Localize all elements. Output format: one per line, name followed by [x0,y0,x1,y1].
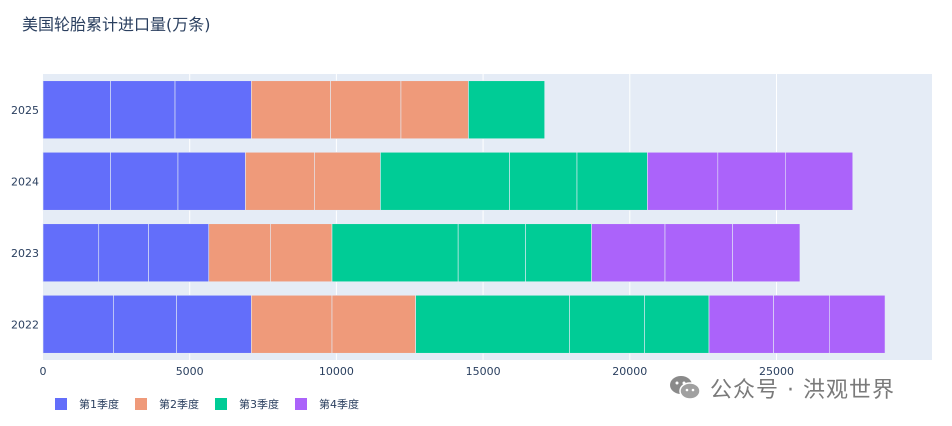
bar-2024-q4-1[interactable] [647,151,719,211]
x-tick-label-5: 25000 [759,365,794,378]
bar-2024-q3-1[interactable] [380,151,510,211]
legend-swatch-q3[interactable] [215,398,227,410]
legend-swatch-q4[interactable] [295,398,307,410]
bar-2025-q2-2[interactable] [330,80,402,140]
bar-2022-q2-1[interactable] [251,294,333,354]
legend-swatch-q2[interactable] [135,398,147,410]
bar-2023-q2-2[interactable] [270,223,333,283]
bar-2022-q2-2[interactable] [331,294,416,354]
bar-2025-q1-2[interactable] [110,80,176,140]
x-tick-label-3: 15000 [466,365,501,378]
bar-2022-q3-3[interactable] [644,294,710,354]
bar-2025-q1-3[interactable] [174,80,252,140]
bar-2023-q4-2[interactable] [664,223,733,283]
bar-2022-q1-1[interactable] [42,294,114,354]
bar-2024-q2-1[interactable] [245,151,315,211]
legend-label-q2[interactable]: 第2季度 [159,397,199,411]
bar-2023-q2-1[interactable] [208,223,271,283]
bar-2022-q4-1[interactable] [708,294,774,354]
bar-2023-q4-1[interactable] [591,223,666,283]
bar-2024-q1-1[interactable] [42,151,111,211]
bar-2024-q3-3[interactable] [576,151,648,211]
bar-2023-q1-2[interactable] [98,223,149,283]
bar-2023-q4-3[interactable] [732,223,801,283]
y-tick-label-2023: 2023 [11,247,39,260]
bar-2024-q4-3[interactable] [785,151,854,211]
legend-label-q3[interactable]: 第3季度 [239,397,279,411]
bar-2022-q1-2[interactable] [113,294,177,354]
bar-2024-q1-3[interactable] [177,151,246,211]
bar-2025-q1-1[interactable] [42,80,111,140]
x-tick-label-2: 10000 [319,365,354,378]
legend-label-q4[interactable]: 第4季度 [319,397,359,411]
y-tick-label-2024: 2024 [11,175,39,188]
watermark-text: 公众号 · 洪观世界 [710,378,895,403]
bar-2025-q2-1[interactable] [251,80,331,140]
y-tick-label-2025: 2025 [11,104,39,117]
bar-2024-q3-2[interactable] [509,151,578,211]
bar-2024-q1-2[interactable] [110,151,179,211]
wechat-icon [670,376,701,400]
bar-2022-q3-2[interactable] [569,294,645,354]
bar-2022-q4-3[interactable] [829,294,886,354]
bar-2022-q1-3[interactable] [176,294,252,354]
legend-swatch-q1[interactable] [55,398,67,410]
bar-2023-q3-3[interactable] [525,223,592,283]
bar-2023-q1-1[interactable] [42,223,100,283]
x-tick-label-1: 5000 [176,365,204,378]
bar-2023-q3-2[interactable] [457,223,526,283]
bar-2024-q4-2[interactable] [717,151,786,211]
bar-2023-q3-1[interactable] [331,223,459,283]
watermark: 公众号 · 洪观世界 [668,370,895,406]
bar-2022-q4-2[interactable] [773,294,830,354]
bar-2023-q1-3[interactable] [148,223,210,283]
x-tick-label-4: 20000 [612,365,647,378]
y-tick-label-2022: 2022 [11,318,39,331]
bar-2022-q3-1[interactable] [415,294,570,354]
bar-2024-q2-2[interactable] [314,151,381,211]
bar-2025-q3-1[interactable] [468,80,546,140]
x-tick-label-0: 0 [40,365,47,378]
chart-title: 美国轮胎累计进口量(万条) [22,15,211,34]
bar-2025-q2-3[interactable] [400,80,469,140]
legend-label-q1[interactable]: 第1季度 [79,397,119,411]
